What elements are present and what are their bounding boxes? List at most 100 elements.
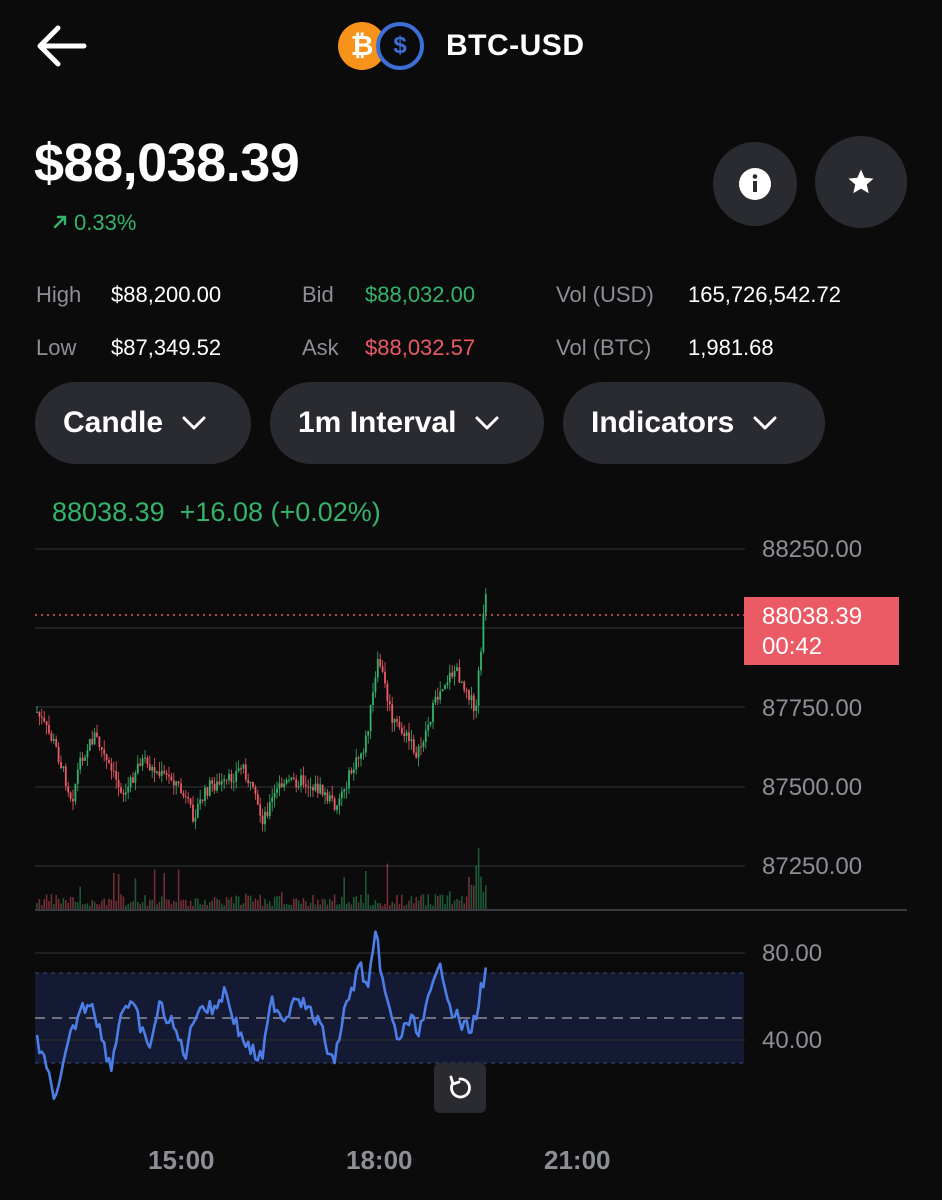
volume-bar — [314, 904, 317, 909]
candle-body — [439, 691, 442, 700]
volume-bar — [156, 904, 158, 909]
candle-body — [458, 667, 461, 683]
candle-body — [79, 757, 82, 770]
volume-bar — [113, 872, 115, 909]
candle-body — [432, 702, 434, 723]
chart-type-select[interactable]: Candle — [35, 382, 251, 464]
candle-body — [151, 766, 154, 771]
volume-bar — [177, 869, 180, 909]
volume-bar — [240, 904, 242, 909]
volume-bar — [393, 903, 396, 909]
bid-label: Bid — [302, 282, 334, 307]
volume-bar — [89, 905, 91, 909]
favorite-button[interactable] — [815, 136, 907, 228]
candle-body — [410, 739, 413, 742]
volume-bar — [43, 899, 45, 909]
candle-body — [321, 784, 324, 795]
volume-bars — [36, 848, 487, 909]
candle-body — [360, 753, 362, 759]
volume-bar — [151, 900, 153, 909]
candle-body — [436, 696, 439, 700]
rsi-tick: 80.00 — [762, 940, 823, 967]
candle-body — [477, 670, 480, 706]
candle-body — [230, 773, 233, 782]
volume-bar — [283, 904, 285, 909]
volume-bar — [199, 904, 201, 909]
volume-bar — [324, 899, 326, 909]
reset-chart-button[interactable] — [434, 1063, 486, 1113]
candle-body — [88, 739, 91, 751]
candle-body — [408, 732, 410, 742]
volume-bar — [458, 900, 461, 909]
volume-bar — [173, 900, 175, 909]
candle-body — [158, 771, 161, 776]
ask-value: $88,032.57 — [365, 335, 476, 360]
volume-bar — [163, 873, 165, 909]
volume-bar — [79, 886, 81, 909]
vol-usd-value: 165,726,542.72 — [688, 282, 841, 307]
candle-body — [120, 787, 122, 793]
volume-bar — [170, 904, 173, 909]
back-button[interactable] — [34, 22, 90, 70]
indicators-label: Indicators — [591, 406, 735, 439]
candle-body — [451, 672, 454, 677]
candle-body — [242, 764, 245, 769]
volume-bar — [216, 898, 218, 909]
candle-body — [434, 696, 437, 703]
candle-body — [388, 701, 391, 705]
candle-body — [268, 801, 271, 817]
candle-body — [285, 779, 288, 784]
volume-bar — [45, 894, 48, 909]
candle-body — [196, 803, 199, 818]
volume-bar — [62, 897, 65, 909]
candle-body — [175, 781, 178, 786]
volume-bar — [146, 905, 149, 909]
volume-bar — [55, 894, 57, 909]
candle-body — [362, 752, 365, 754]
volume-bar — [420, 895, 422, 909]
volume-bar — [261, 905, 264, 909]
volume-bar — [362, 902, 365, 909]
indicators-select[interactable]: Indicators — [563, 382, 825, 464]
price-chart[interactable] — [0, 500, 942, 1110]
volume-bar — [276, 896, 278, 909]
candle-body — [57, 746, 60, 763]
candle-body — [372, 692, 374, 705]
volume-bar — [470, 884, 473, 909]
candle-body — [223, 779, 226, 782]
interval-select[interactable]: 1m Interval — [270, 382, 544, 464]
candle-body — [165, 773, 168, 775]
candle-body — [60, 762, 62, 769]
candle-body — [249, 781, 252, 784]
volume-bar — [103, 898, 105, 909]
volume-bar — [115, 901, 117, 909]
candle-body — [206, 787, 209, 796]
volume-bar — [110, 899, 113, 909]
volume-bar — [365, 871, 367, 909]
candle-body — [141, 758, 144, 766]
volume-bar — [185, 900, 187, 909]
candle-body — [328, 795, 331, 802]
volume-bar — [326, 904, 329, 909]
candle-body — [52, 739, 55, 741]
candle-body — [40, 716, 43, 718]
candle-body — [93, 732, 96, 745]
volume-bar — [379, 903, 381, 909]
current-price-tag: 88038.39 00:42 — [744, 597, 899, 665]
candle-body — [271, 797, 274, 802]
candle-body — [309, 787, 312, 789]
volume-bar — [257, 900, 259, 909]
trend-up-icon — [53, 215, 67, 229]
info-button[interactable] — [713, 142, 797, 226]
candle-body — [86, 750, 89, 758]
candle-body — [256, 794, 259, 805]
volume-bar — [468, 876, 470, 909]
candle-body — [472, 695, 475, 711]
volume-bar — [125, 905, 127, 909]
candle-body — [403, 733, 406, 736]
candle-body — [304, 784, 307, 787]
candle-body — [326, 792, 329, 802]
candle-body — [456, 667, 458, 671]
volume-bar — [134, 878, 137, 909]
volume-bar — [77, 902, 79, 909]
